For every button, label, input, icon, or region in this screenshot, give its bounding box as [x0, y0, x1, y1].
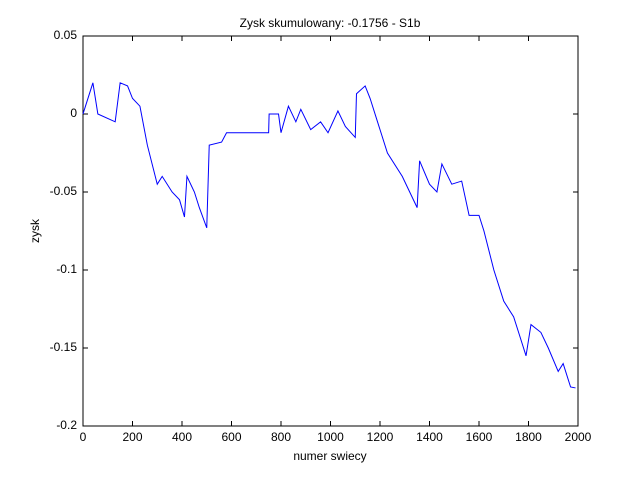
chart-title: Zysk skumulowany: -0.1756 - S1b: [240, 16, 421, 30]
y-tick-label: -0.05: [50, 184, 78, 198]
x-tick-label: 1800: [515, 430, 542, 444]
x-tick-label: 1000: [317, 430, 344, 444]
x-tick-label: 400: [172, 430, 192, 444]
plot-frame: [82, 35, 579, 427]
x-tick-label: 1200: [367, 430, 394, 444]
y-axis-label: zysk: [28, 218, 42, 243]
y-tick-label: 0: [70, 106, 77, 120]
x-tick-label: 0: [80, 430, 87, 444]
x-tick-label: 200: [122, 430, 142, 444]
x-tick-label: 2000: [565, 430, 592, 444]
y-tick-label: 0.05: [54, 28, 78, 42]
x-tick-label: 800: [271, 430, 291, 444]
y-tick-label: -0.15: [50, 340, 78, 354]
x-tick-label: 600: [221, 430, 241, 444]
y-tick-label: -0.1: [56, 262, 77, 276]
x-tick-label: 1600: [466, 430, 493, 444]
x-axis-label: numer swiecy: [293, 449, 366, 463]
data-line: [82, 82, 576, 389]
x-tick-label: 1400: [416, 430, 443, 444]
y-tick-label: -0.2: [56, 418, 77, 432]
